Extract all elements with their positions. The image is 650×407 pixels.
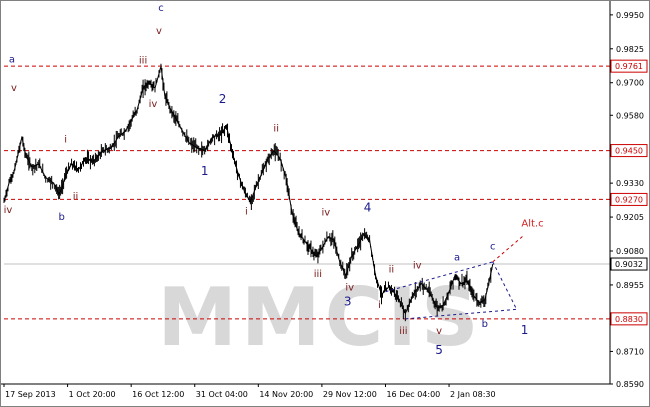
- y-tick-label: 0.9700: [616, 79, 644, 88]
- wave-label: c: [490, 242, 496, 253]
- x-tick-label: 29 Nov 12:00: [323, 390, 377, 399]
- wave-label: i: [378, 300, 381, 311]
- level-price-label: 0.9270: [615, 195, 643, 204]
- wave-label: 1: [201, 164, 209, 178]
- y-tick-label: 0.9205: [616, 213, 644, 222]
- wave-label: iii: [314, 269, 322, 280]
- level-price-box: [610, 192, 648, 206]
- price-series: [3, 63, 494, 322]
- wave-label: ii: [273, 124, 279, 135]
- x-tick-label: 14 Nov 20:00: [259, 390, 313, 399]
- level-price-label: 0.9761: [615, 62, 643, 71]
- last-price-label: 0.9032: [615, 260, 643, 269]
- watermark: MMCIS: [157, 271, 482, 364]
- wave-label: v: [436, 326, 442, 337]
- wave-label: iii: [399, 326, 407, 337]
- wave-label: 1: [521, 323, 529, 337]
- channel-lines: [385, 234, 525, 320]
- wave-label: i: [64, 134, 67, 145]
- wave-label: iv: [149, 99, 158, 110]
- alt-projection-line: [492, 234, 525, 263]
- y-tick-label: 0.9580: [616, 111, 644, 120]
- wave-label: iv: [322, 208, 331, 219]
- channel-lower: [405, 308, 517, 320]
- channel-upper: [385, 261, 493, 293]
- wave-label: 2: [219, 92, 227, 106]
- watermark-text: MMCIS: [157, 271, 482, 364]
- wave-label: b: [58, 212, 64, 223]
- x-tick-label: 1 Oct 20:00: [69, 390, 116, 399]
- x-tick-label: 17 Sep 2013: [5, 390, 56, 399]
- wave-label: 3: [344, 294, 352, 308]
- wave-label: v: [11, 83, 17, 94]
- projection-line: [492, 261, 518, 310]
- wave-label: Alt.c: [521, 219, 543, 230]
- wave-label: iii: [139, 56, 147, 67]
- wave-label: iv: [4, 205, 13, 216]
- x-tick-label: 16 Oct 12:00: [132, 390, 184, 399]
- x-tick-label: 16 Dec 04:00: [386, 390, 440, 399]
- wave-label: iv: [413, 261, 422, 272]
- y-tick-label: 0.9825: [616, 45, 644, 54]
- wave-label: 4: [364, 201, 372, 215]
- wave-label: ii: [389, 265, 395, 276]
- y-tick-label: 0.9330: [616, 179, 644, 188]
- level-price-box: [610, 144, 648, 158]
- wave-label: v: [156, 26, 162, 37]
- x-tick-label: 31 Oct 04:00: [196, 390, 248, 399]
- level-price-label: 0.9450: [615, 147, 643, 156]
- wave-label: i: [245, 206, 248, 217]
- wave-label: c: [158, 3, 164, 14]
- wave-label: b: [482, 319, 488, 330]
- wave-label: a: [454, 253, 460, 264]
- level-price-box: [610, 312, 648, 326]
- wave-label: ii: [73, 191, 79, 202]
- wave-label: iv: [345, 282, 354, 293]
- wave-label: a: [9, 54, 15, 65]
- y-tick-label: 0.9950: [616, 11, 644, 20]
- y-tick-label: 0.9080: [616, 247, 644, 256]
- x-tick-label: 2 Jan 08:30: [450, 390, 496, 399]
- y-tick-label: 0.8955: [616, 281, 644, 290]
- price-line: [3, 66, 494, 315]
- y-tick-label: 0.8590: [616, 380, 644, 389]
- level-price-box: [610, 59, 648, 73]
- level-price-label: 0.8830: [615, 315, 643, 324]
- y-tick-label: 0.8710: [616, 347, 644, 356]
- last-price-box: [610, 257, 648, 271]
- wave-label: 5: [435, 343, 443, 357]
